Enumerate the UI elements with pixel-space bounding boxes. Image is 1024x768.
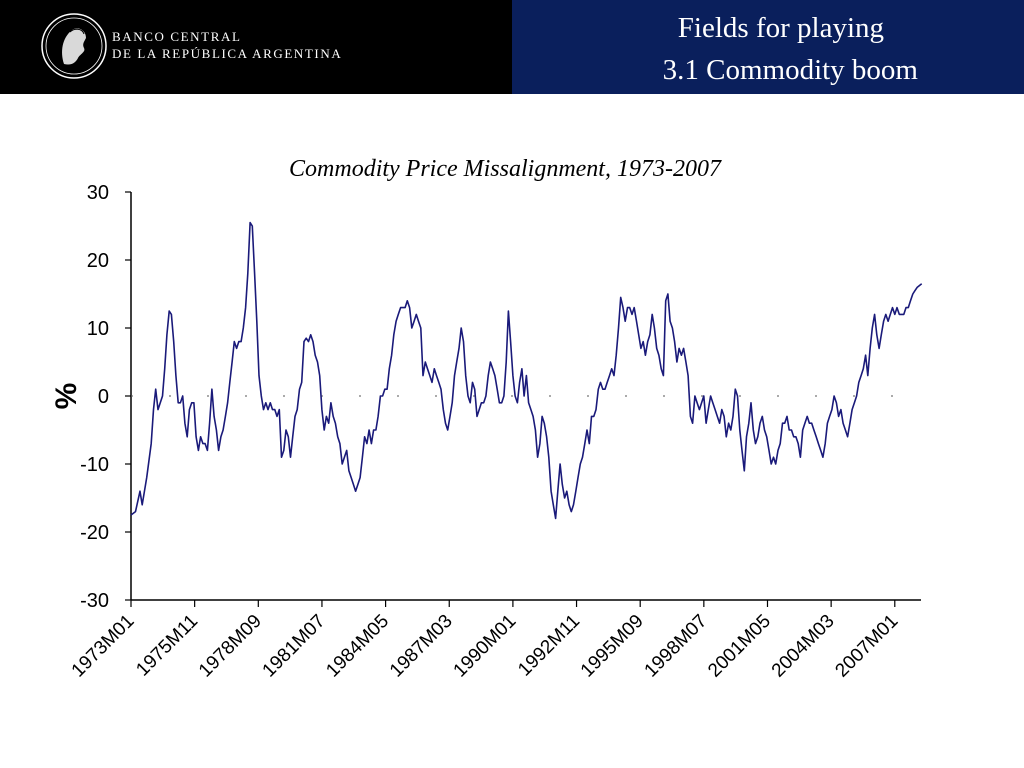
x-tick-label: 1995M09 (577, 611, 648, 682)
y-tick-label: 30 (87, 182, 109, 204)
y-axis-label: % (50, 383, 83, 410)
bank-name-line2: DE LA REPÚBLICA ARGENTINA (112, 46, 343, 61)
slide-title: Fields for playing (677, 12, 884, 44)
x-tick-label: 1998M07 (641, 611, 712, 682)
x-tick-label: 2007M01 (831, 611, 902, 682)
bank-seal-icon (41, 13, 107, 79)
y-tick-label: 10 (87, 318, 109, 340)
x-tick-label: 1978M09 (195, 611, 266, 682)
header-logo-panel: BANCO CENTRAL DE LA REPÚBLICA ARGENTINA (0, 0, 512, 94)
y-tick-label: 20 (87, 250, 109, 272)
x-tick-label: 1973M01 (68, 611, 139, 682)
y-tick-label: -30 (80, 590, 109, 612)
x-tick-label: 2001M05 (704, 611, 775, 682)
chart-title: Commodity Price Missalignment, 1973-2007 (289, 156, 721, 182)
y-tick-label: 0 (98, 386, 109, 408)
x-tick-label: 1975M11 (132, 611, 202, 681)
x-tick-label: 1981M07 (259, 611, 330, 682)
slide-subtitle: 3.1 Commodity boom (662, 54, 918, 86)
x-tick-label: 1987M03 (386, 611, 457, 682)
x-tick-label: 1990M01 (450, 611, 521, 682)
series-line (130, 221, 923, 520)
x-tick-label: 1992M11 (514, 611, 584, 681)
bank-name-line1: BANCO CENTRAL (112, 29, 242, 44)
y-tick-label: -20 (80, 522, 109, 544)
bank-name: BANCO CENTRAL DE LA REPÚBLICA ARGENTINA (112, 28, 342, 62)
y-tick-label: -10 (80, 454, 109, 476)
x-tick-label: 1984M05 (322, 611, 393, 682)
header-title-panel: Fields for playing 3.1 Commodity boom (512, 0, 1024, 94)
x-tick-label: 2004M03 (768, 611, 839, 682)
